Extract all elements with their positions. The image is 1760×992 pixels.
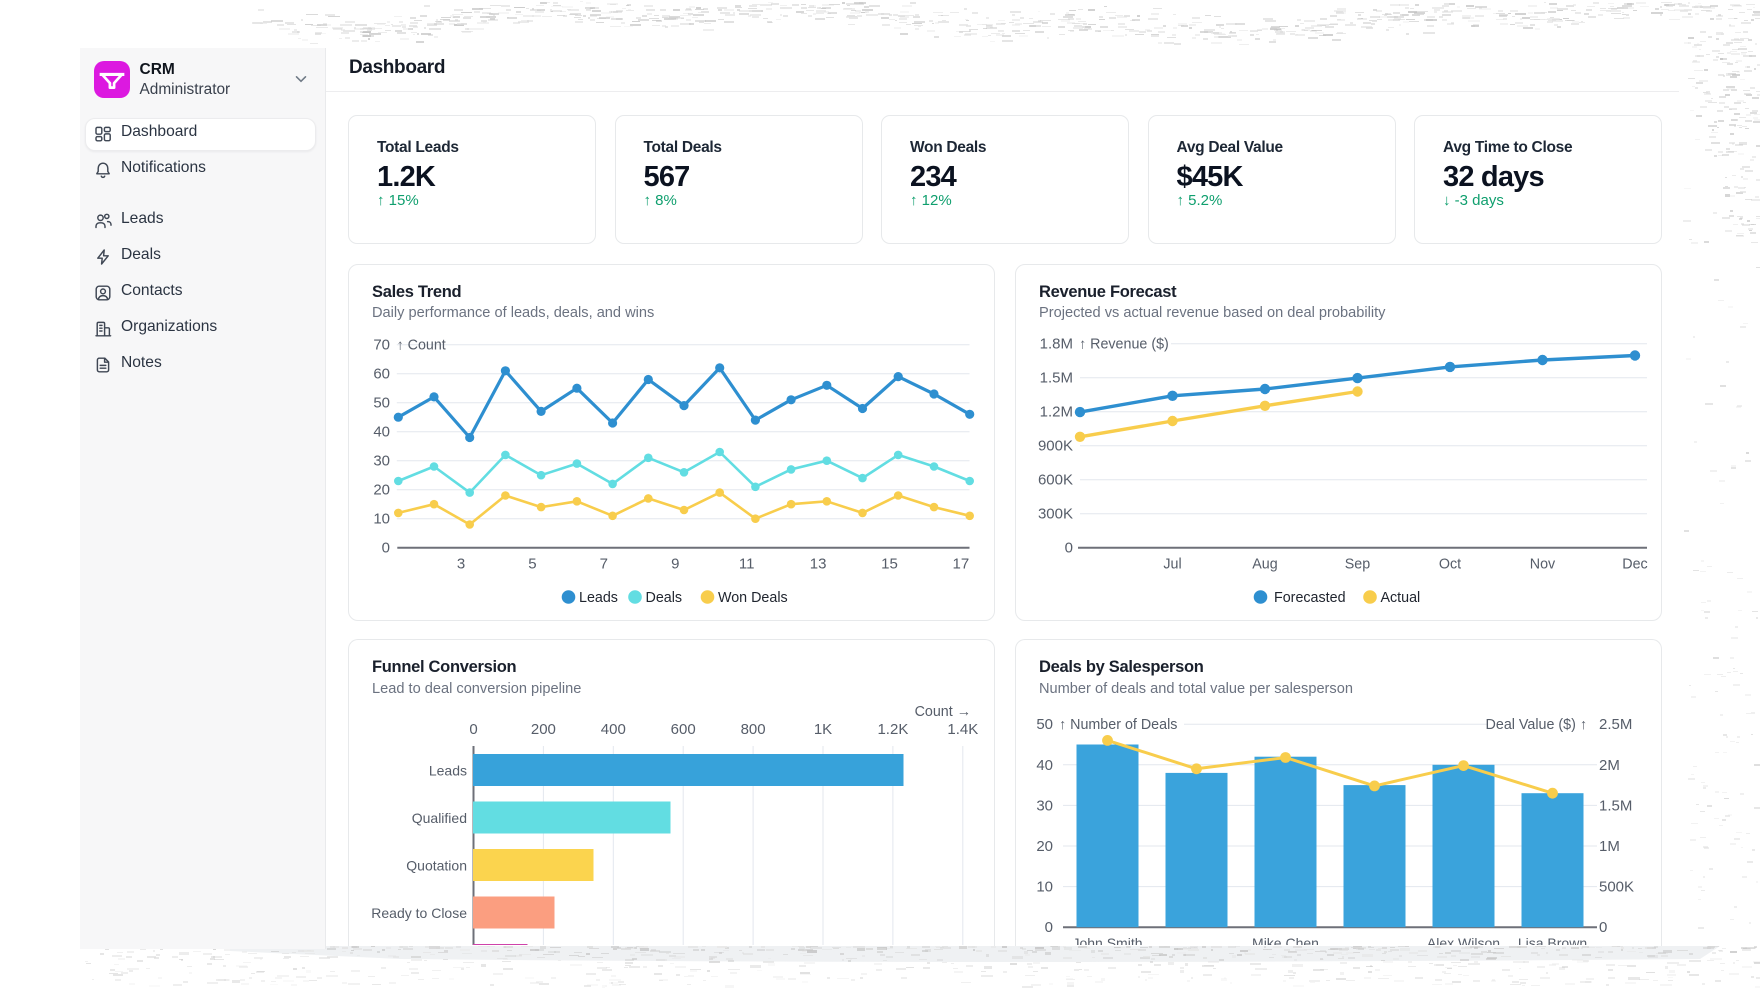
svg-text:Alex Wilson: Alex Wilson bbox=[1427, 935, 1500, 945]
svg-text:500K: 500K bbox=[1599, 879, 1634, 896]
svg-text:2M: 2M bbox=[1599, 757, 1620, 774]
svg-text:Count →: Count → bbox=[915, 704, 971, 720]
svg-text:Oct: Oct bbox=[1439, 556, 1461, 572]
svg-text:Nov: Nov bbox=[1530, 556, 1556, 572]
svg-text:30: 30 bbox=[1036, 797, 1053, 814]
svg-text:0: 0 bbox=[1045, 919, 1053, 936]
svg-text:0: 0 bbox=[469, 721, 477, 738]
svg-text:1.2M: 1.2M bbox=[1040, 403, 1073, 420]
svg-text:10: 10 bbox=[373, 510, 390, 527]
svg-text:600: 600 bbox=[671, 721, 696, 738]
svg-text:Jul: Jul bbox=[1163, 556, 1181, 572]
svg-text:60: 60 bbox=[373, 365, 390, 382]
svg-text:70: 70 bbox=[373, 336, 390, 353]
svg-text:Lisa Brown: Lisa Brown bbox=[1518, 935, 1587, 945]
svg-text:Dec: Dec bbox=[1622, 556, 1647, 572]
svg-text:30: 30 bbox=[373, 452, 390, 469]
svg-text:1M: 1M bbox=[1599, 838, 1620, 855]
svg-text:Won Deals: Won Deals bbox=[718, 590, 788, 606]
svg-text:1K: 1K bbox=[814, 721, 832, 738]
svg-text:0: 0 bbox=[382, 539, 390, 556]
svg-text:40: 40 bbox=[373, 423, 390, 440]
svg-text:John Smith: John Smith bbox=[1072, 935, 1142, 945]
svg-text:600K: 600K bbox=[1038, 471, 1073, 488]
svg-text:Mike Chen: Mike Chen bbox=[1252, 935, 1319, 945]
svg-text:Leads: Leads bbox=[429, 763, 467, 779]
svg-text:Aug: Aug bbox=[1252, 556, 1277, 572]
svg-text:Qualified: Qualified bbox=[412, 810, 467, 826]
svg-text:Deals: Deals bbox=[646, 590, 683, 606]
svg-text:1.5M: 1.5M bbox=[1040, 369, 1073, 386]
svg-text:10: 10 bbox=[1036, 879, 1053, 896]
svg-text:1.5M: 1.5M bbox=[1599, 797, 1632, 814]
svg-text:2.5M: 2.5M bbox=[1599, 716, 1632, 733]
svg-text:1.2K: 1.2K bbox=[877, 721, 908, 738]
svg-text:200: 200 bbox=[531, 721, 556, 738]
svg-text:Sep: Sep bbox=[1345, 556, 1370, 572]
svg-text:9: 9 bbox=[671, 555, 679, 572]
svg-text:1.8M: 1.8M bbox=[1040, 335, 1073, 352]
svg-text:300K: 300K bbox=[1038, 505, 1073, 522]
svg-text:20: 20 bbox=[373, 481, 390, 498]
svg-text:7: 7 bbox=[600, 555, 608, 572]
svg-text:Ready to Close: Ready to Close bbox=[371, 905, 467, 921]
svg-text:11: 11 bbox=[739, 555, 755, 572]
svg-text:Forecasted: Forecasted bbox=[1274, 590, 1346, 606]
svg-text:50: 50 bbox=[1036, 716, 1053, 733]
svg-text:1.4K: 1.4K bbox=[947, 721, 978, 738]
svg-text:13: 13 bbox=[810, 555, 827, 572]
svg-text:Deal Value ($) ↑: Deal Value ($) ↑ bbox=[1486, 717, 1587, 733]
svg-text:↑ Revenue ($): ↑ Revenue ($) bbox=[1079, 336, 1169, 352]
svg-text:0: 0 bbox=[1065, 539, 1073, 556]
svg-text:Actual: Actual bbox=[1381, 590, 1421, 606]
svg-text:Leads: Leads bbox=[579, 590, 618, 606]
svg-text:↑ Number of Deals: ↑ Number of Deals bbox=[1059, 717, 1177, 733]
svg-text:900K: 900K bbox=[1038, 437, 1073, 454]
svg-text:↑ Count: ↑ Count bbox=[397, 337, 446, 353]
svg-text:800: 800 bbox=[741, 721, 766, 738]
svg-text:15: 15 bbox=[881, 555, 898, 572]
svg-text:Quotation: Quotation bbox=[406, 858, 467, 874]
svg-text:400: 400 bbox=[601, 721, 626, 738]
svg-text:40: 40 bbox=[1036, 757, 1053, 774]
svg-text:3: 3 bbox=[457, 555, 465, 572]
svg-text:0: 0 bbox=[1599, 919, 1607, 936]
svg-text:50: 50 bbox=[373, 394, 390, 411]
svg-text:20: 20 bbox=[1036, 838, 1053, 855]
svg-text:17: 17 bbox=[953, 555, 970, 572]
svg-text:5: 5 bbox=[528, 555, 536, 572]
